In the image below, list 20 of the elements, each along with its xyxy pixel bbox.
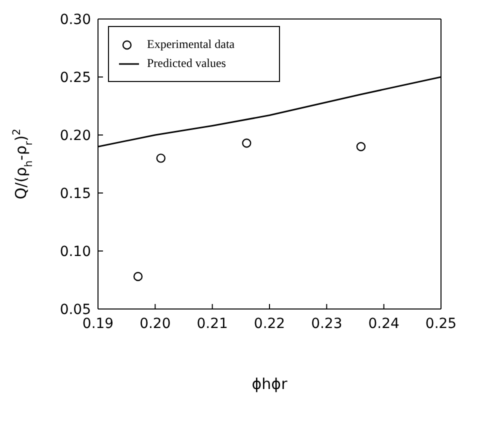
x-tick-label: 0.24 (368, 316, 400, 332)
x-axis-title: ϕhϕr (252, 375, 288, 393)
x-tick-label: 0.25 (425, 316, 457, 332)
y-tick-label: 0.15 (60, 186, 91, 202)
y-tick-label: 0.25 (60, 70, 91, 86)
point (242, 138, 252, 148)
point (156, 154, 166, 163)
y-tick-label: 0.05 (60, 302, 91, 318)
x-tick-label: 0.21 (196, 316, 228, 332)
x-tick-label: 0.19 (82, 316, 114, 332)
x-tick-label: 0.20 (140, 316, 171, 332)
y-tick-label: 0.10 (60, 244, 91, 260)
y-tick-label: 0.20 (60, 128, 91, 144)
legend-label: Predicted values (147, 56, 226, 71)
point (133, 272, 143, 282)
y-tick-label: 0.30 (60, 12, 91, 28)
legend-label: Experimental data (147, 37, 235, 52)
point (356, 142, 366, 152)
x-tick-label: 0.23 (311, 316, 342, 332)
x-tick-label: 0.22 (254, 316, 286, 332)
